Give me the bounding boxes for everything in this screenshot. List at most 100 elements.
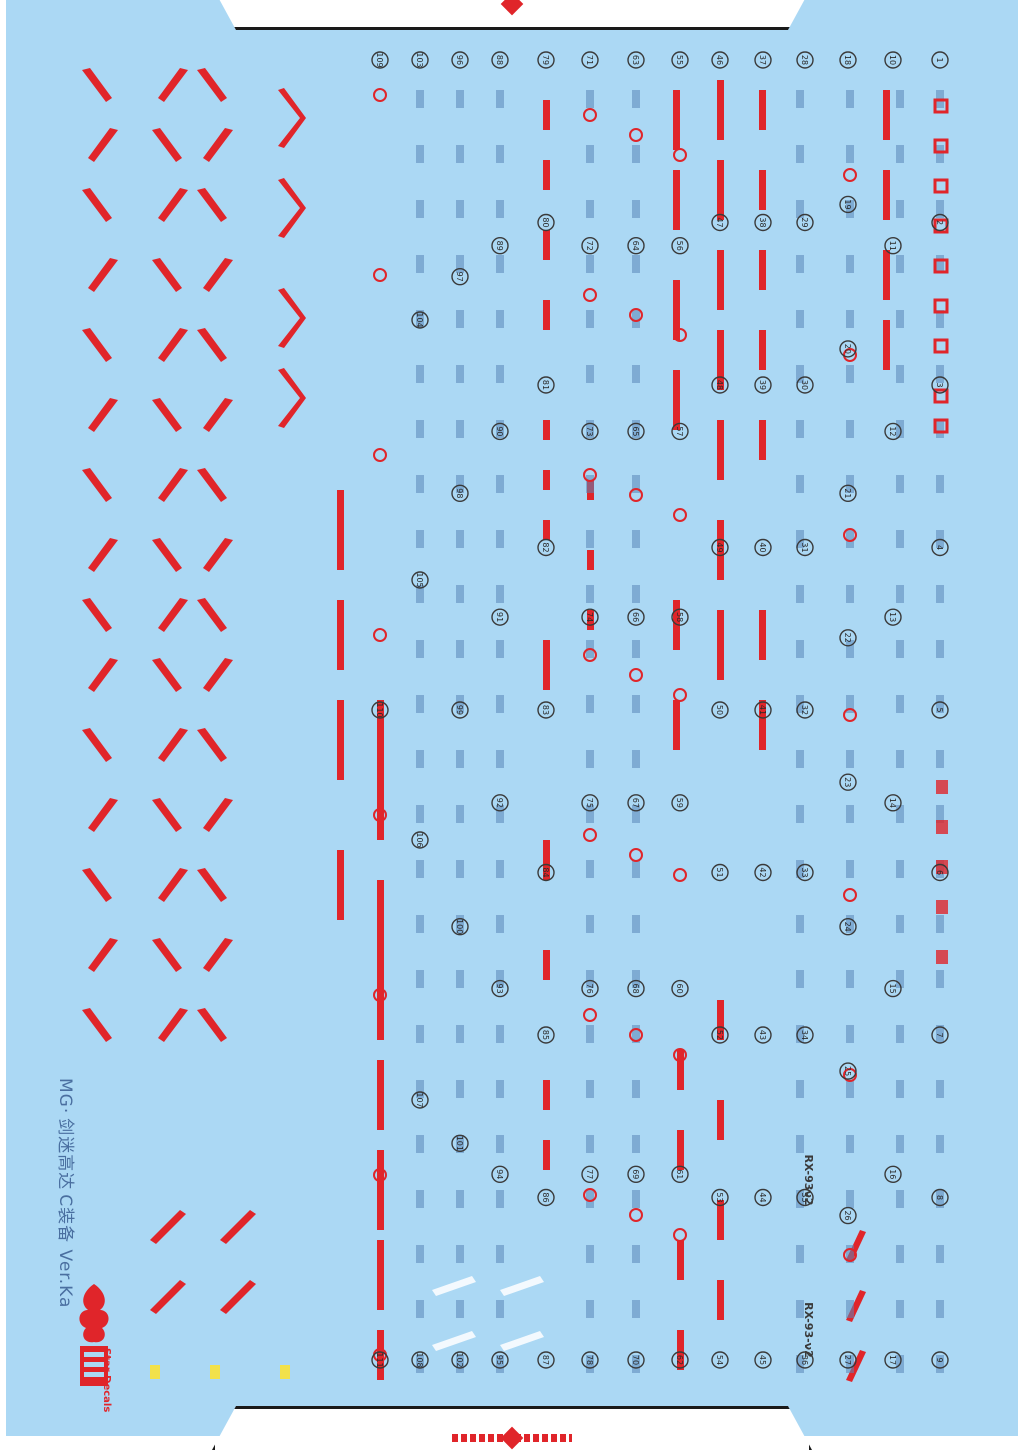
number-marker-ring xyxy=(711,213,729,232)
number-marker-ring xyxy=(411,1351,429,1369)
text-marking-decal xyxy=(896,1245,904,1263)
number-marker-label: 30 xyxy=(800,380,809,390)
number-marker-ring xyxy=(627,794,645,812)
chevron-decal xyxy=(152,938,182,972)
number-marker-label: 49 xyxy=(715,542,724,552)
text-marking-decal xyxy=(936,915,944,933)
chevron-decal xyxy=(197,68,227,102)
text-marking-decal xyxy=(936,475,944,493)
text-marking-decal xyxy=(632,695,640,713)
stripe-decal xyxy=(759,250,766,290)
text-marking-decal xyxy=(796,1355,804,1373)
text-marking-decal xyxy=(896,915,904,933)
number-marker-ring xyxy=(491,51,509,69)
chevron-decal xyxy=(88,658,118,692)
number-marker-ring xyxy=(671,1165,689,1183)
number-marker-ring xyxy=(931,863,949,882)
text-marking-decal xyxy=(416,1245,424,1263)
stripe-decal xyxy=(543,520,550,540)
number-marker-label: 87 xyxy=(541,1355,550,1365)
number-marker-label: 36 xyxy=(800,1355,809,1365)
number-marker-label: 105 xyxy=(415,572,424,587)
text-marking-decal xyxy=(632,640,640,658)
stripe-decal xyxy=(759,700,766,750)
number-marker-ring xyxy=(796,51,814,69)
chevron-decal xyxy=(203,538,233,572)
number-marker-label: 69 xyxy=(631,1169,640,1179)
number-marker-label: 74 xyxy=(585,612,594,622)
number-marker-label: 1 xyxy=(935,57,944,62)
text-marking-decal xyxy=(896,365,904,383)
chevron-decal xyxy=(82,1008,112,1042)
text-marking-decal xyxy=(796,1245,804,1263)
ring-decal xyxy=(629,308,643,322)
text-marking-decal xyxy=(632,1025,640,1043)
number-marker-label: 6 xyxy=(935,870,944,875)
number-marker-label: 76 xyxy=(585,983,594,993)
chevron-decal xyxy=(197,598,227,632)
text-marking-decal xyxy=(586,1135,594,1153)
stripe-decal xyxy=(543,1140,550,1170)
bracket-decal xyxy=(278,288,306,348)
text-marking-decal xyxy=(846,255,854,273)
number-marker-ring xyxy=(671,237,689,255)
text-marking-decal xyxy=(796,915,804,933)
yellow-decal xyxy=(280,1365,290,1379)
stripe-decal xyxy=(677,1050,684,1090)
stripe-decal xyxy=(759,90,766,130)
chevron-decal xyxy=(158,728,188,762)
text-marking-decal xyxy=(632,145,640,163)
chevron-decal xyxy=(197,188,227,222)
stripe-decal xyxy=(717,1280,724,1320)
diagonal-stripe-decal xyxy=(846,1350,866,1382)
text-marking-decal xyxy=(496,530,504,548)
number-marker-label: 19 xyxy=(843,199,852,209)
chevron-decal xyxy=(88,128,118,162)
stripe-decal xyxy=(717,420,724,480)
text-marking-decal xyxy=(846,1300,854,1318)
number-marker-ring xyxy=(581,51,599,69)
number-marker-ring xyxy=(931,1188,949,1207)
text-marking-decal xyxy=(496,970,504,988)
number-marker-label: 101 xyxy=(455,1136,464,1151)
number-marker-label: 4 xyxy=(935,545,944,550)
text-marking-decal xyxy=(456,255,464,273)
number-marker-label: 111 xyxy=(375,1352,384,1367)
stripe-decal xyxy=(717,1200,724,1240)
square-decal xyxy=(933,338,949,354)
number-marker-ring xyxy=(671,794,689,812)
text-marking-decal xyxy=(416,1080,424,1098)
stripe-decal xyxy=(377,700,384,780)
yellow-decal xyxy=(150,1365,160,1379)
ring-decal xyxy=(843,168,857,182)
text-marking-decal xyxy=(936,640,944,658)
text-marking-decal xyxy=(632,750,640,768)
ring-decal xyxy=(673,688,687,702)
text-marking-decal xyxy=(496,1080,504,1098)
number-marker-ring xyxy=(711,863,729,882)
number-marker-label: 68 xyxy=(631,983,640,993)
number-marker-label: 40 xyxy=(758,542,767,552)
bracket-decal xyxy=(278,178,306,238)
number-marker-label: 95 xyxy=(495,1355,504,1365)
chevron-decal xyxy=(152,798,182,832)
text-marking-decal xyxy=(416,805,424,823)
text-marking-decal xyxy=(416,530,424,548)
ring-decal xyxy=(373,1168,387,1182)
number-marker-ring xyxy=(754,1351,772,1369)
stripe-decal xyxy=(543,950,550,980)
text-marking-decal xyxy=(896,860,904,878)
stripe-decal xyxy=(883,90,890,140)
hatched-decal xyxy=(936,780,948,794)
text-marking-decal xyxy=(456,365,464,383)
number-marker-ring xyxy=(754,376,772,394)
square-decal xyxy=(933,388,949,404)
number-marker-ring xyxy=(411,1091,429,1109)
bracket-decal xyxy=(278,368,306,428)
number-marker-ring xyxy=(627,422,645,441)
number-marker-ring xyxy=(671,51,689,69)
white-wing-decal xyxy=(432,1276,476,1296)
ring-decal xyxy=(629,488,643,502)
text-marking-decal xyxy=(586,1190,594,1208)
number-marker-ring xyxy=(884,422,902,441)
